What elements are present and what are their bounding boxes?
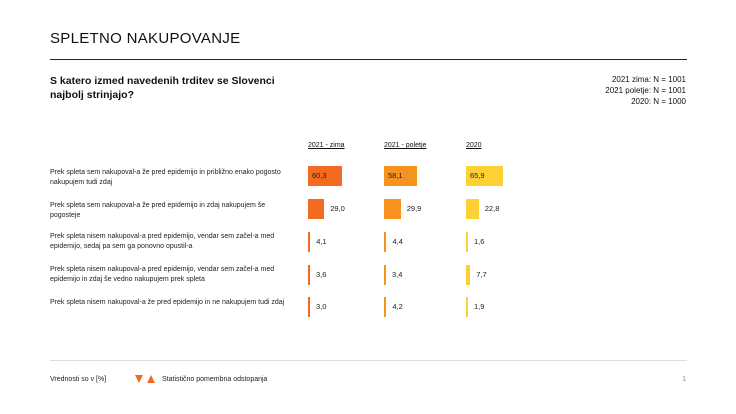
bar-value-label: 1,9 [474,302,485,311]
bar [384,199,401,219]
bar-value-label: 65,9 [470,171,485,180]
sample-sizes: 2021 zima: N = 1001 2021 poletje: N = 10… [605,74,686,107]
bar [466,265,471,285]
bar [466,232,468,252]
bar-value-label: 4,4 [392,237,403,246]
bar-value-label: 3,0 [316,302,327,311]
bar [384,232,387,252]
row-label: Prek spleta sem nakupoval-a že pred epid… [50,169,281,186]
sample-size-2020: 2020: N = 1000 [631,97,686,106]
sample-size-poletje: 2021 poletje: N = 1001 [605,86,686,95]
bar [384,297,387,317]
bar [384,166,417,186]
legend-label: Statistično pomembna odstopanja [162,375,268,383]
bar-value-label: 4,2 [392,302,403,311]
bar [308,199,325,219]
triangle-up-icon [147,375,155,383]
bar-value-label: 3,4 [392,270,403,279]
triangle-down-icon [135,375,143,383]
bar-value-label: 1,6 [474,237,485,246]
footer-note: Vrednosti so v [%] [50,376,107,383]
bar [308,166,342,186]
row-label: Prek spleta nisem nakupoval-a pred epide… [50,266,275,283]
bar-value-label: 29,9 [406,204,422,213]
column-header-poletje: 2021 - poletje [384,142,427,149]
page-title: SPLETNO NAKUPOVANJE [50,30,241,47]
row-label: Prek spleta nisem nakupoval-a že pred ep… [50,299,285,306]
column-header-zima: 2021 - zima [308,142,345,149]
bar [384,265,386,285]
page-number: 1 [682,376,686,383]
bar [308,265,311,285]
title-divider [50,59,687,60]
bar [308,232,311,252]
bar [308,297,310,317]
bar [466,199,479,219]
bar-value-label: 58,1 [388,171,403,180]
question-text: S katero izmed navedenih trditev se Slov… [50,75,275,101]
bar-value-label: 7,7 [476,270,487,279]
sample-size-zima: 2021 zima: N = 1001 [611,75,686,84]
column-header-2020: 2020 [466,142,482,149]
bar-value-label: 29,0 [330,204,345,213]
bar [466,166,503,186]
row-label: Prek spleta sem nakupoval-a že pred epid… [50,202,266,219]
bar [466,297,468,317]
bar-value-label: 4,1 [316,237,327,246]
bar-value-label: 22,8 [484,204,500,213]
significance-legend: Statistično pomembna odstopanja [134,374,267,384]
bar-value-label: 3,6 [316,270,327,279]
footer-divider [50,360,687,361]
bar-value-label: 60,3 [312,171,327,180]
row-label: Prek spleta nisem nakupoval-a pred epide… [50,233,275,250]
